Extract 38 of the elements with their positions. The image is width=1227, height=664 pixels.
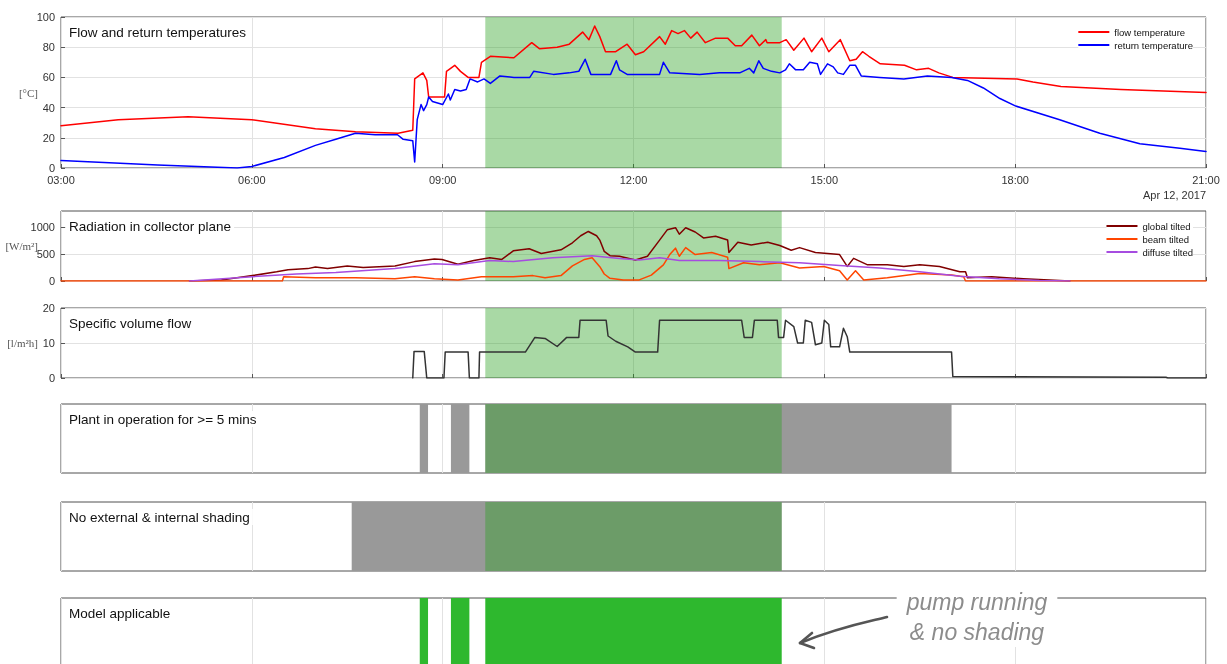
y-tick-label: 60 xyxy=(42,71,55,84)
text: Apr 12, 2017 xyxy=(1143,188,1207,201)
text: Model applicable xyxy=(69,605,171,621)
y-tick-label: 100 xyxy=(36,11,55,23)
text: No external & internal shading xyxy=(69,509,250,525)
x-tick-label: 12:00 xyxy=(619,173,648,186)
x-tick-label: 03:00 xyxy=(47,173,75,186)
y-axis-title: [l/m²h] xyxy=(7,337,38,349)
y-tick-label: 80 xyxy=(42,41,55,54)
text: Plant in operation for >= 5 mins xyxy=(69,411,257,427)
y-tick-label: 0 xyxy=(48,372,55,384)
x-tick-label: 06:00 xyxy=(238,173,266,186)
y-tick-label: 0 xyxy=(48,275,55,287)
line-series xyxy=(188,254,1071,282)
text: Flow and return temperatures xyxy=(69,24,247,40)
legend-label: flow temperature xyxy=(1114,26,1186,38)
text: Specific volume flow xyxy=(69,315,192,331)
x-tick-label: 09:00 xyxy=(428,173,457,186)
y-tick-label: 1000 xyxy=(30,221,55,234)
y-tick-label: 500 xyxy=(36,248,55,261)
annotation: pump running & no shading xyxy=(905,589,1048,645)
y-tick-label: 40 xyxy=(42,101,55,114)
legend-label: global tilted xyxy=(1142,220,1191,232)
y-tick-label: 20 xyxy=(42,131,55,144)
x-tick-label: 18:00 xyxy=(1001,173,1029,186)
text: Radiation in collector plane xyxy=(69,218,232,234)
y-tick-label: 10 xyxy=(42,337,55,349)
x-tick-label: 21:00 xyxy=(1192,173,1220,186)
legend-label: return temperature xyxy=(1114,39,1194,51)
y-axis-title: [°C] xyxy=(18,86,38,99)
y-tick-label: 20 xyxy=(42,302,55,314)
line-series xyxy=(412,319,1207,379)
y-axis-title: [W/m²] xyxy=(5,240,38,252)
legend-label: diffuse tilted xyxy=(1142,246,1194,258)
line-series xyxy=(60,25,1207,135)
x-tick-label: 15:00 xyxy=(810,173,839,186)
y-tick-label: 0 xyxy=(48,162,55,174)
legend-label: beam tilted xyxy=(1142,233,1189,245)
